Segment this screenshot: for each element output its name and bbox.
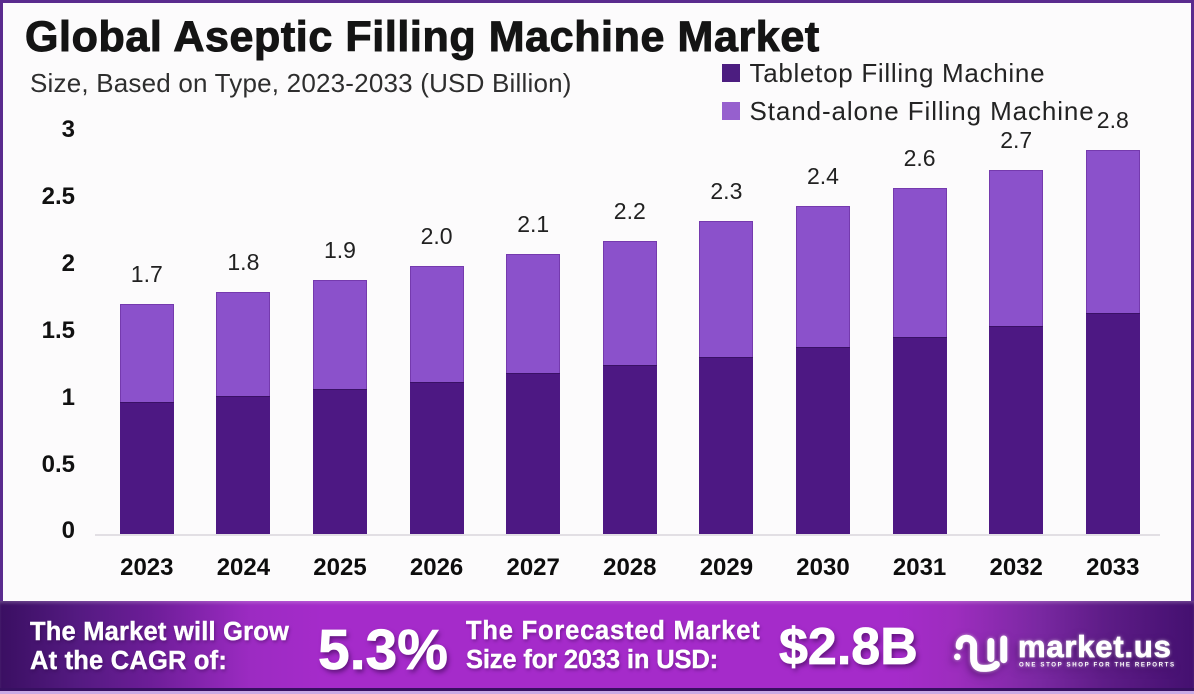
svg-text:ONE STOP SHOP FOR THE REPORTS: ONE STOP SHOP FOR THE REPORTS (1019, 662, 1176, 669)
svg-text:market.us: market.us (1018, 629, 1172, 664)
